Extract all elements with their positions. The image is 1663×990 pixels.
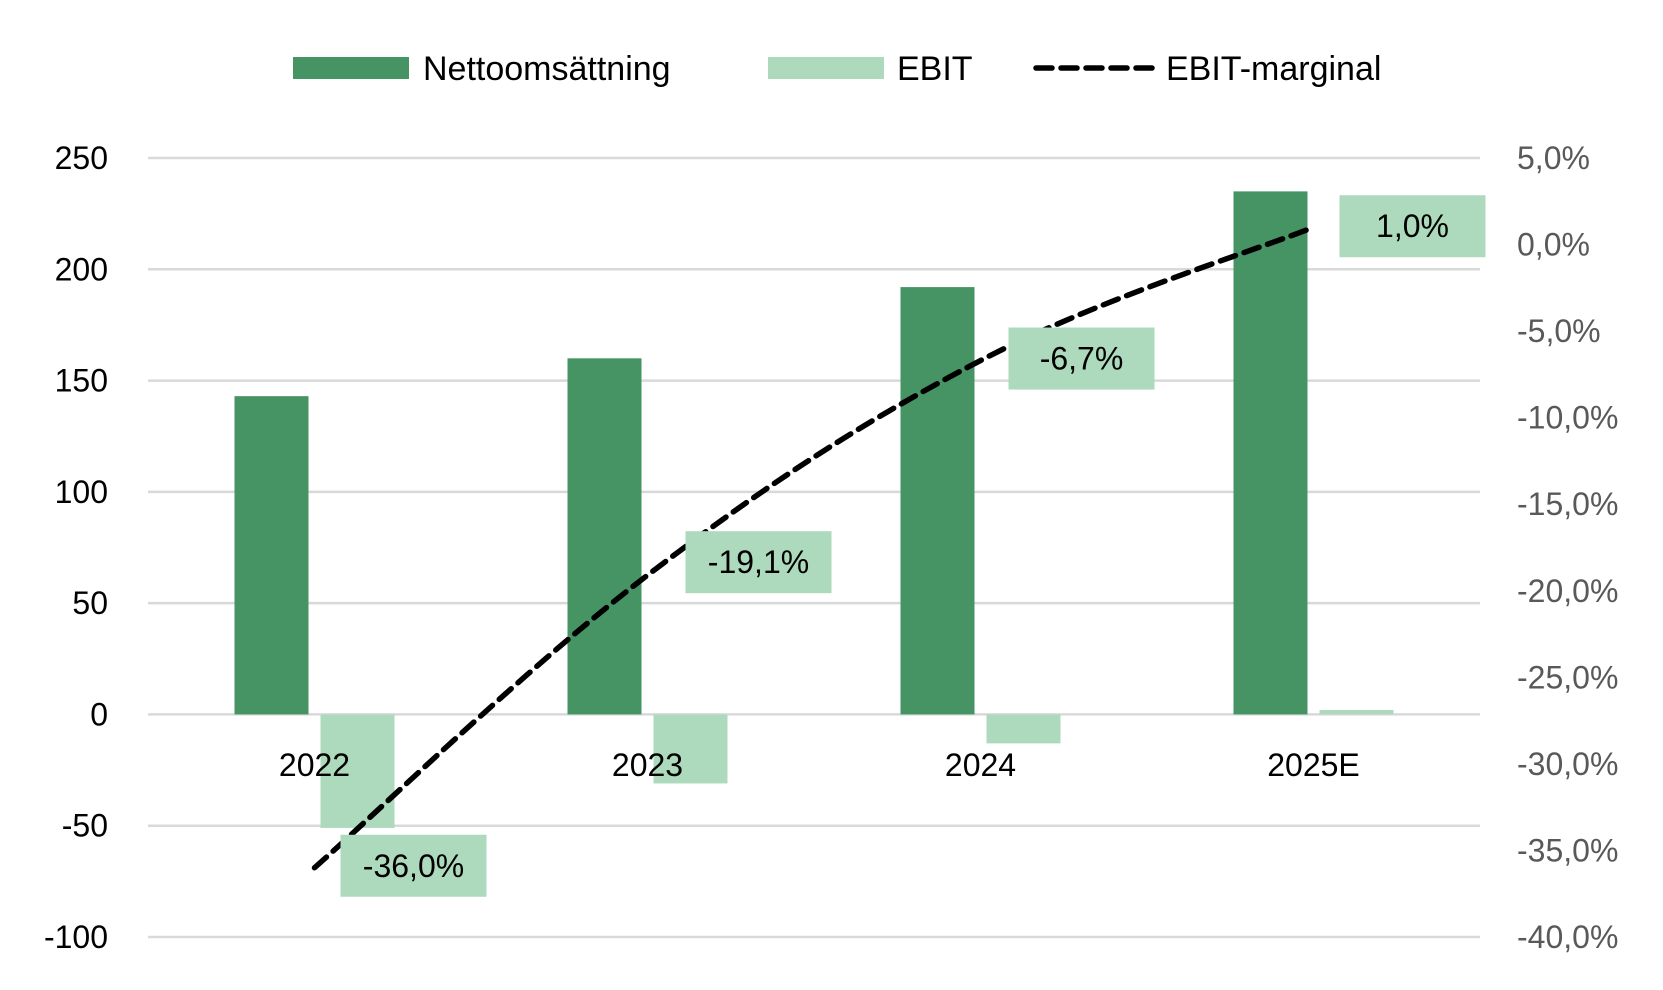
right-tick-label: -20,0% — [1517, 573, 1618, 609]
bar-nettoomsattning — [900, 287, 975, 715]
left-tick-label: 150 — [55, 363, 108, 399]
data-label-box — [1008, 327, 1155, 390]
right-tick-label: -10,0% — [1517, 400, 1618, 436]
data-labels: -36,0% -19,1% -6,7% 1,0% — [340, 195, 1486, 897]
data-label: -19,1% — [708, 544, 809, 580]
right-tick-label: -35,0% — [1517, 832, 1618, 868]
legend-swatch-nettoomsattning — [293, 57, 409, 79]
legend-label-ebit-marginal: EBIT-marginal — [1166, 50, 1381, 88]
category-label: 2022 — [279, 747, 350, 783]
left-tick-label: 250 — [55, 140, 108, 176]
data-label: -6,7% — [1040, 341, 1124, 377]
right-tick-label: -15,0% — [1517, 486, 1618, 522]
data-label-box — [340, 834, 487, 897]
left-tick-label: -100 — [44, 919, 108, 955]
data-label-box — [1339, 195, 1486, 258]
left-tick-label: 50 — [72, 585, 108, 621]
right-tick-label: -5,0% — [1517, 313, 1601, 349]
right-tick-label: -30,0% — [1517, 746, 1618, 782]
bar-nettoomsattning — [234, 396, 309, 715]
legend: Nettoomsättning EBIT EBIT-marginal — [293, 50, 1381, 88]
legend-label-nettoomsattning: Nettoomsättning — [423, 50, 671, 88]
right-tick-label: -25,0% — [1517, 659, 1618, 695]
category-axis: 2022 2023 2024 2025E — [279, 747, 1360, 783]
legend-label-ebit: EBIT — [897, 50, 973, 88]
category-label: 2024 — [945, 747, 1016, 783]
data-label: -36,0% — [363, 848, 464, 884]
left-y-axis: 250 200 150 100 50 0 -50 -100 — [44, 140, 108, 955]
left-tick-label: 0 — [90, 696, 108, 732]
ebit-margin-line-group — [311, 224, 1317, 871]
right-tick-label: 0,0% — [1517, 227, 1590, 263]
bar-nettoomsattning — [567, 358, 642, 715]
left-tick-label: 100 — [55, 474, 108, 510]
left-tick-label: 200 — [55, 251, 108, 287]
left-tick-label: -50 — [62, 808, 108, 844]
right-y-axis: 5,0% 0,0% -5,0% -10,0% -15,0% -20,0% -25,0% -30… — [1517, 140, 1618, 955]
bars — [234, 191, 1394, 828]
bar-ebit — [986, 714, 1061, 744]
right-tick-label: 5,0% — [1517, 140, 1590, 176]
legend-swatch-ebit — [768, 57, 884, 79]
bar-nettoomsattning — [1233, 191, 1308, 715]
bar-ebit — [653, 714, 728, 784]
category-label: 2023 — [612, 747, 683, 783]
right-tick-label: -40,0% — [1517, 919, 1618, 955]
category-label: 2025E — [1267, 747, 1360, 783]
ebit-margin-line — [311, 224, 1317, 871]
data-label-box — [685, 531, 832, 594]
bar-ebit — [1319, 709, 1394, 715]
data-label: 1,0% — [1376, 208, 1449, 244]
